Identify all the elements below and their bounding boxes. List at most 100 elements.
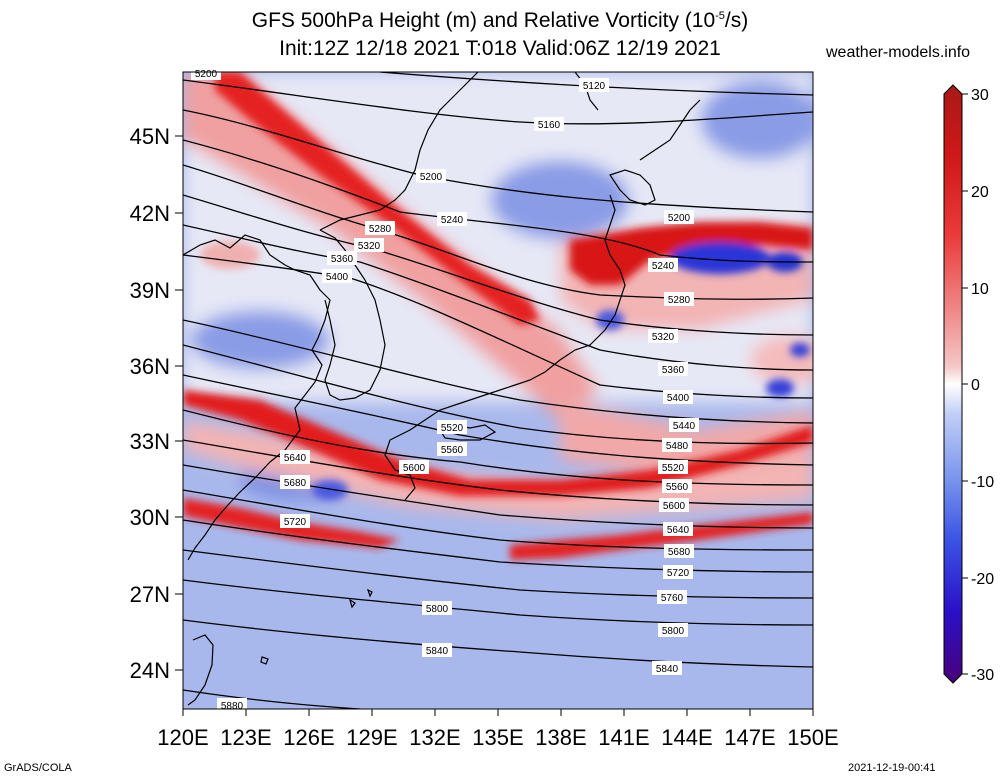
contour-label: 5720 (284, 517, 307, 528)
vorticity-field (183, 72, 813, 709)
contour-label: 5680 (284, 478, 307, 489)
contour-label-bg (354, 238, 384, 252)
contour-label-bg (437, 420, 467, 434)
site-credit: weather-models.info (826, 44, 971, 61)
contour-label-bg (658, 623, 688, 637)
timestamp: 2021-12-19-00:41 (848, 762, 936, 774)
colorbar-tick-label: -20 (971, 571, 994, 588)
contour-label: 5320 (652, 332, 675, 343)
contour-label: 5400 (326, 272, 349, 283)
contour-labels: 5120 5160 5200 5200 5200 5240 5240 5280 5280 5320… (191, 66, 699, 712)
contour-label: 5280 (668, 295, 691, 306)
contour-label-bg (534, 117, 564, 131)
lat-tick-label: 42N (130, 201, 170, 226)
map-title-line2: Init:12Z 12/18 2021 T:018 Valid:06Z 12/1… (279, 37, 721, 60)
longitude-axis: 120E 123E 126E 129E 132E 135E 138E 141E 144E 147E… (157, 709, 839, 750)
contour-label: 5400 (667, 393, 690, 404)
contour-label: 5280 (369, 224, 392, 235)
colorbar-tick-label: 20 (971, 184, 989, 201)
contour-label: 5680 (668, 547, 691, 558)
colorbar-tick-label: 30 (971, 87, 989, 104)
lat-tick-label: 45N (130, 124, 170, 149)
contour-label: 5360 (662, 365, 685, 376)
contour-label-bg (658, 460, 688, 474)
contour-label-bg (422, 643, 452, 657)
lat-tick-label: 30N (130, 505, 170, 530)
contour-label: 5360 (331, 254, 354, 265)
contour-label: 5200 (420, 172, 443, 183)
colorbar-tick-label: -30 (971, 667, 994, 684)
contour-label: 5720 (667, 568, 690, 579)
lon-tick-label: 144E (661, 725, 712, 750)
contour-label: 5480 (666, 441, 689, 452)
contour-label-bg (437, 442, 467, 456)
contour-label-bg (664, 292, 694, 306)
colorbar-tick-label: 10 (971, 281, 989, 298)
contour-label-bg (658, 362, 688, 376)
map-title-line1: GFS 500hPa Height (m) and Relative Vorti… (251, 9, 749, 32)
contour-label: 5520 (441, 423, 464, 434)
contour-label-bg (663, 522, 693, 536)
contour-label-bg (365, 221, 395, 235)
contour-label: 5640 (667, 525, 690, 536)
contour-label: 5440 (673, 421, 696, 432)
contour-label-bg (399, 460, 429, 474)
lon-tick-label: 135E (472, 725, 523, 750)
contour-label: 5640 (284, 453, 307, 464)
contour-label: 5840 (656, 664, 679, 675)
lat-tick-label: 36N (130, 354, 170, 379)
colorbar: 30 20 10 0 -10 -20 -30 (943, 84, 994, 684)
lon-tick-label: 120E (157, 725, 208, 750)
contour-label-bg (579, 78, 609, 92)
contour-label: 5560 (666, 482, 689, 493)
contour-label: 5240 (441, 215, 464, 226)
contour-label: 5760 (661, 593, 684, 604)
lon-tick-label: 141E (598, 725, 649, 750)
contour-label-bg (664, 210, 694, 224)
software-credit: GrADS/COLA (4, 762, 72, 774)
contour-label: 5840 (426, 646, 449, 657)
colorbar-tick-label: -10 (971, 474, 994, 491)
contour-label: 5800 (426, 604, 449, 615)
contour-label-bg (657, 590, 687, 604)
contour-label: 5600 (403, 463, 426, 474)
lat-tick-label: 39N (130, 278, 170, 303)
contour-label: 5200 (195, 69, 218, 80)
contour-label: 5320 (358, 241, 381, 252)
contour-label-bg (663, 390, 693, 404)
contour-label-bg (664, 544, 694, 558)
contour-label: 5200 (668, 213, 691, 224)
contour-label-bg (280, 514, 310, 528)
latitude-axis: 45N 42N 39N 36N 33N 30N 27N 24N (130, 124, 183, 683)
lon-tick-label: 138E (535, 725, 586, 750)
contour-label-bg (280, 450, 310, 464)
contour-label: 5600 (663, 501, 686, 512)
contour-label-bg (652, 661, 682, 675)
lon-tick-label: 126E (283, 725, 334, 750)
colorbar-tick-label: 0 (971, 377, 980, 394)
lat-tick-label: 24N (130, 658, 170, 683)
contour-label-bg (659, 498, 689, 512)
contour-label-bg (669, 418, 699, 432)
contour-label-bg (280, 475, 310, 489)
contour-label-bg (648, 258, 678, 272)
contour-label-bg (322, 269, 352, 283)
lon-tick-label: 147E (724, 725, 775, 750)
contour-label: 5560 (441, 445, 464, 456)
contour-label-bg (663, 565, 693, 579)
contour-label-bg (327, 251, 357, 265)
colorbar-scale (943, 84, 963, 684)
lon-tick-label: 132E (409, 725, 460, 750)
lon-tick-label: 150E (787, 725, 838, 750)
contour-label-bg (416, 169, 446, 183)
contour-label-bg (662, 479, 692, 493)
contour-label: 5240 (652, 261, 675, 272)
contour-label: 5520 (662, 463, 685, 474)
contour-label-bg (648, 329, 678, 343)
lon-tick-label: 129E (346, 725, 397, 750)
lat-tick-label: 33N (130, 429, 170, 454)
contour-label-bg (662, 438, 692, 452)
contour-label-bg (437, 212, 467, 226)
contour-label-bg (422, 601, 452, 615)
